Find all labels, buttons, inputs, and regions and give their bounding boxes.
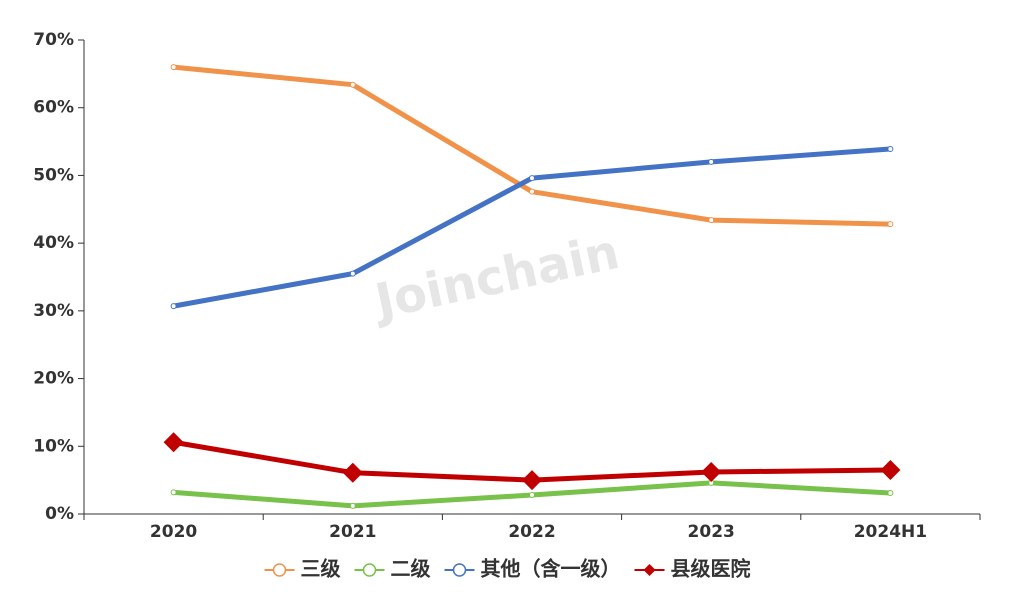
- legend: 三级 二级 其他（含一级） 县级医院: [264, 557, 751, 581]
- data-point: [349, 502, 356, 509]
- legend-label: 三级: [301, 557, 341, 581]
- y-tick-label: 30%: [33, 301, 74, 321]
- legend-marker: [272, 563, 287, 577]
- y-tick-label: 50%: [33, 165, 74, 185]
- watermark: Joinchain: [368, 224, 624, 331]
- data-point: [522, 470, 542, 491]
- y-tick-label: 70%: [33, 30, 74, 50]
- data-point: [880, 459, 901, 480]
- data-point: [887, 146, 894, 153]
- data-point: [163, 432, 184, 453]
- data-point: [708, 217, 715, 224]
- x-tick-label: 2021: [329, 522, 376, 542]
- series-line: [173, 64, 891, 227]
- data-point: [887, 221, 894, 228]
- y-tick-label: 60%: [33, 98, 74, 118]
- legend-label: 县级医院: [671, 557, 751, 581]
- data-point: [529, 175, 535, 182]
- data-point: [349, 81, 356, 88]
- data-point: [170, 64, 177, 71]
- x-tick-label: 2020: [150, 522, 197, 542]
- data-point: [529, 188, 535, 195]
- data-point: [529, 492, 535, 499]
- x-tick-label: 2024H1: [854, 522, 927, 542]
- y-tick-label: 20%: [33, 369, 74, 389]
- y-tick-label: 10%: [33, 436, 74, 456]
- legend-marker: [643, 564, 656, 576]
- data-point: [349, 270, 356, 277]
- y-tick-label: 40%: [33, 233, 74, 253]
- legend-marker: [452, 563, 467, 577]
- data-point: [887, 490, 894, 497]
- legend-label: 其他（含一级）: [481, 557, 621, 581]
- data-point: [701, 462, 722, 483]
- legend-label: 二级: [391, 557, 431, 581]
- y-tick-label: 0%: [45, 504, 74, 524]
- x-tick-label: 2023: [688, 522, 735, 542]
- x-tick-label: 2022: [508, 522, 555, 542]
- legend-marker: [362, 563, 377, 577]
- data-point: [708, 158, 715, 165]
- data-point: [342, 462, 363, 483]
- data-point: [170, 303, 177, 310]
- data-point: [170, 489, 177, 496]
